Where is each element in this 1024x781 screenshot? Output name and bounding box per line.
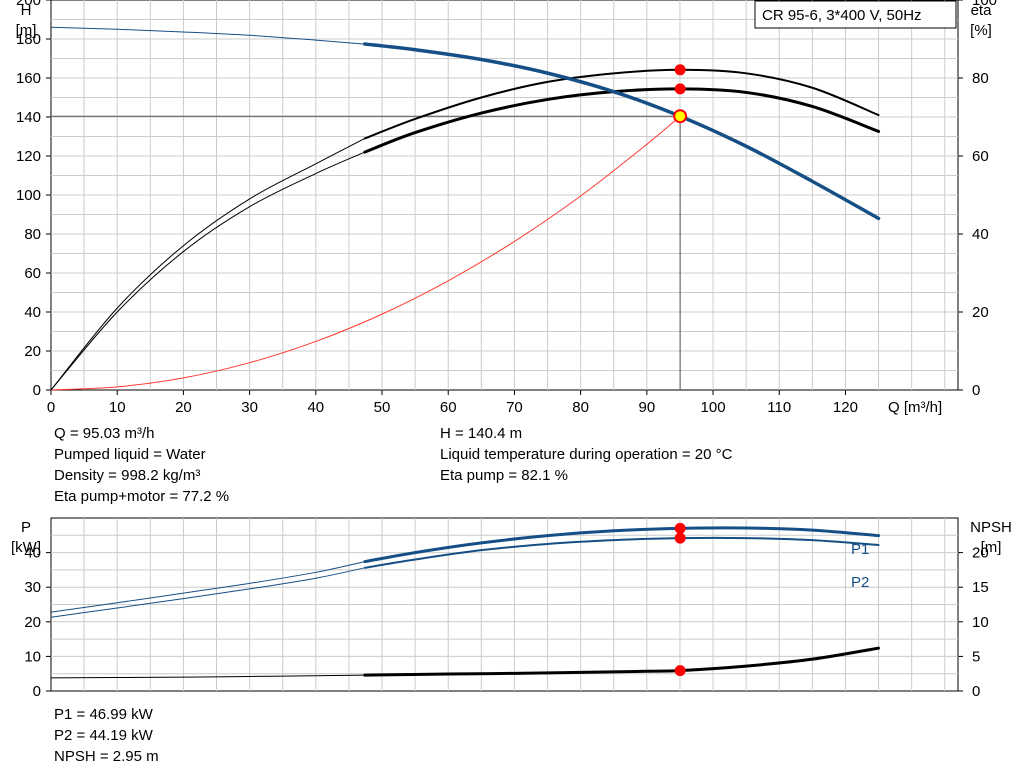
x-tick-label: 40	[307, 399, 324, 416]
top-left-axis-title-2: [m]	[16, 22, 37, 39]
info-eta-pump-motor: Eta pump+motor = 77.2 %	[54, 488, 230, 505]
top-right-axis-title-1: eta	[971, 2, 993, 19]
bottom-left-axis-title-1: P	[21, 519, 31, 536]
eta-pump-point	[674, 64, 686, 76]
h-tick-label: 60	[24, 265, 41, 282]
npsh-tick-label: 15	[972, 579, 989, 596]
npsh-tick-label: 5	[972, 648, 980, 665]
duty-point	[673, 109, 688, 124]
npsh-tick-label: 10	[972, 614, 989, 631]
x-tick-label: 0	[47, 399, 55, 416]
p-tick-label: 40	[24, 545, 41, 562]
h-tick-label: 40	[24, 304, 41, 321]
eta-pump-curve-line-thin	[50, 138, 366, 391]
x-tick-label: 50	[374, 399, 391, 416]
eta-tick-label: 40	[972, 226, 989, 243]
top-left-axis-title-1: H	[21, 2, 32, 19]
h-tick-label: 80	[24, 226, 41, 243]
h-tick-label: 20	[24, 343, 41, 360]
info-temperature: Liquid temperature during operation = 20…	[440, 446, 733, 463]
eta-tick-label: 60	[972, 148, 989, 165]
info-top-left: Q = 95.03 m³/h Pumped liquid = Water Den…	[54, 423, 229, 507]
info-bottom: P1 = 46.99 kW P2 = 44.19 kW NPSH = 2.95 …	[54, 704, 159, 767]
eta-tick-label: 0	[972, 382, 980, 399]
pump-title: CR 95-6, 3*400 V, 50Hz	[762, 7, 922, 24]
x-tick-label: 70	[506, 399, 523, 416]
info-top-right: H = 140.4 m Liquid temperature during op…	[440, 423, 732, 486]
x-tick-label: 90	[638, 399, 655, 416]
bottom-right-axis-title-1: NPSH	[970, 519, 1012, 536]
p2-point	[674, 532, 686, 544]
eta-pump-curve-line	[363, 68, 880, 140]
bottom-right-axis-title-2: [m]	[981, 539, 1002, 556]
p1-curve-line	[363, 526, 881, 564]
info-flow: Q = 95.03 m³/h	[54, 425, 155, 442]
info-head: H = 140.4 m	[440, 425, 523, 442]
x-tick-label: 110	[767, 399, 791, 416]
grid-lines	[51, 0, 958, 691]
info-p2: P2 = 44.19 kW	[54, 727, 153, 744]
npsh-curve-line	[363, 646, 881, 677]
p-tick-label: 20	[24, 614, 41, 631]
x-tick-label: 60	[440, 399, 457, 416]
eta-total-point	[674, 83, 686, 95]
h-tick-label: 100	[16, 187, 41, 204]
p1-curve-label: P1	[851, 541, 869, 558]
eta-tick-label: 100	[972, 0, 997, 9]
info-eta-pump: Eta pump = 82.1 %	[440, 467, 568, 484]
h-tick-label: 0	[33, 382, 41, 399]
pump-title-box	[754, 0, 957, 29]
info-p1: P1 = 46.99 kW	[54, 706, 153, 723]
npsh-curve-line-thin	[50, 674, 365, 679]
h-tick-label: 180	[16, 31, 41, 48]
x-axis-title: Q [m³/h]	[888, 399, 942, 416]
bottom-left-axis-title-2: [kW]	[11, 539, 41, 556]
p-tick-label: 0	[33, 683, 41, 700]
npsh-tick-label: 0	[972, 683, 980, 700]
h-tick-label: 140	[16, 109, 41, 126]
duty-point-markers	[673, 64, 688, 677]
p-tick-label: 30	[24, 579, 41, 596]
x-tick-label: 30	[241, 399, 258, 416]
p2-curve-label: P2	[851, 574, 869, 591]
info-npsh: NPSH = 2.95 m	[54, 748, 159, 765]
p1-curve-line-thin	[50, 561, 365, 613]
system-curve-line	[50, 115, 681, 391]
head-curve-line-thin	[50, 26, 365, 45]
eta-tick-label: 20	[972, 304, 989, 321]
h-tick-label: 120	[16, 148, 41, 165]
eta-tick-label: 80	[972, 70, 989, 87]
p2-curve-line	[363, 536, 880, 569]
npsh-point	[674, 665, 686, 677]
p1-point	[674, 522, 686, 534]
h-tick-label: 160	[16, 70, 41, 87]
npsh-tick-label: 20	[972, 545, 989, 562]
eta-total-curve-line-thin	[50, 151, 366, 391]
h-tick-label: 200	[16, 0, 41, 9]
head-curve-line	[363, 42, 881, 221]
top-right-axis-title-2: [%]	[970, 22, 992, 39]
eta-total-curve-line	[363, 87, 881, 154]
p2-curve-line-thin	[50, 567, 365, 618]
info-density: Density = 998.2 kg/m³	[54, 467, 201, 484]
x-tick-label: 10	[109, 399, 126, 416]
tick-labels: 0 10 20 30 40 50 60 70 80 90 100 110 120020406080100…	[16, 0, 997, 700]
x-tick-label: 100	[701, 399, 726, 416]
info-liquid: Pumped liquid = Water	[54, 446, 206, 463]
p-tick-label: 10	[24, 648, 41, 665]
x-tick-label: 20	[175, 399, 192, 416]
x-tick-label: 80	[572, 399, 589, 416]
series-lines	[50, 26, 881, 679]
x-tick-label: 120	[833, 399, 858, 416]
